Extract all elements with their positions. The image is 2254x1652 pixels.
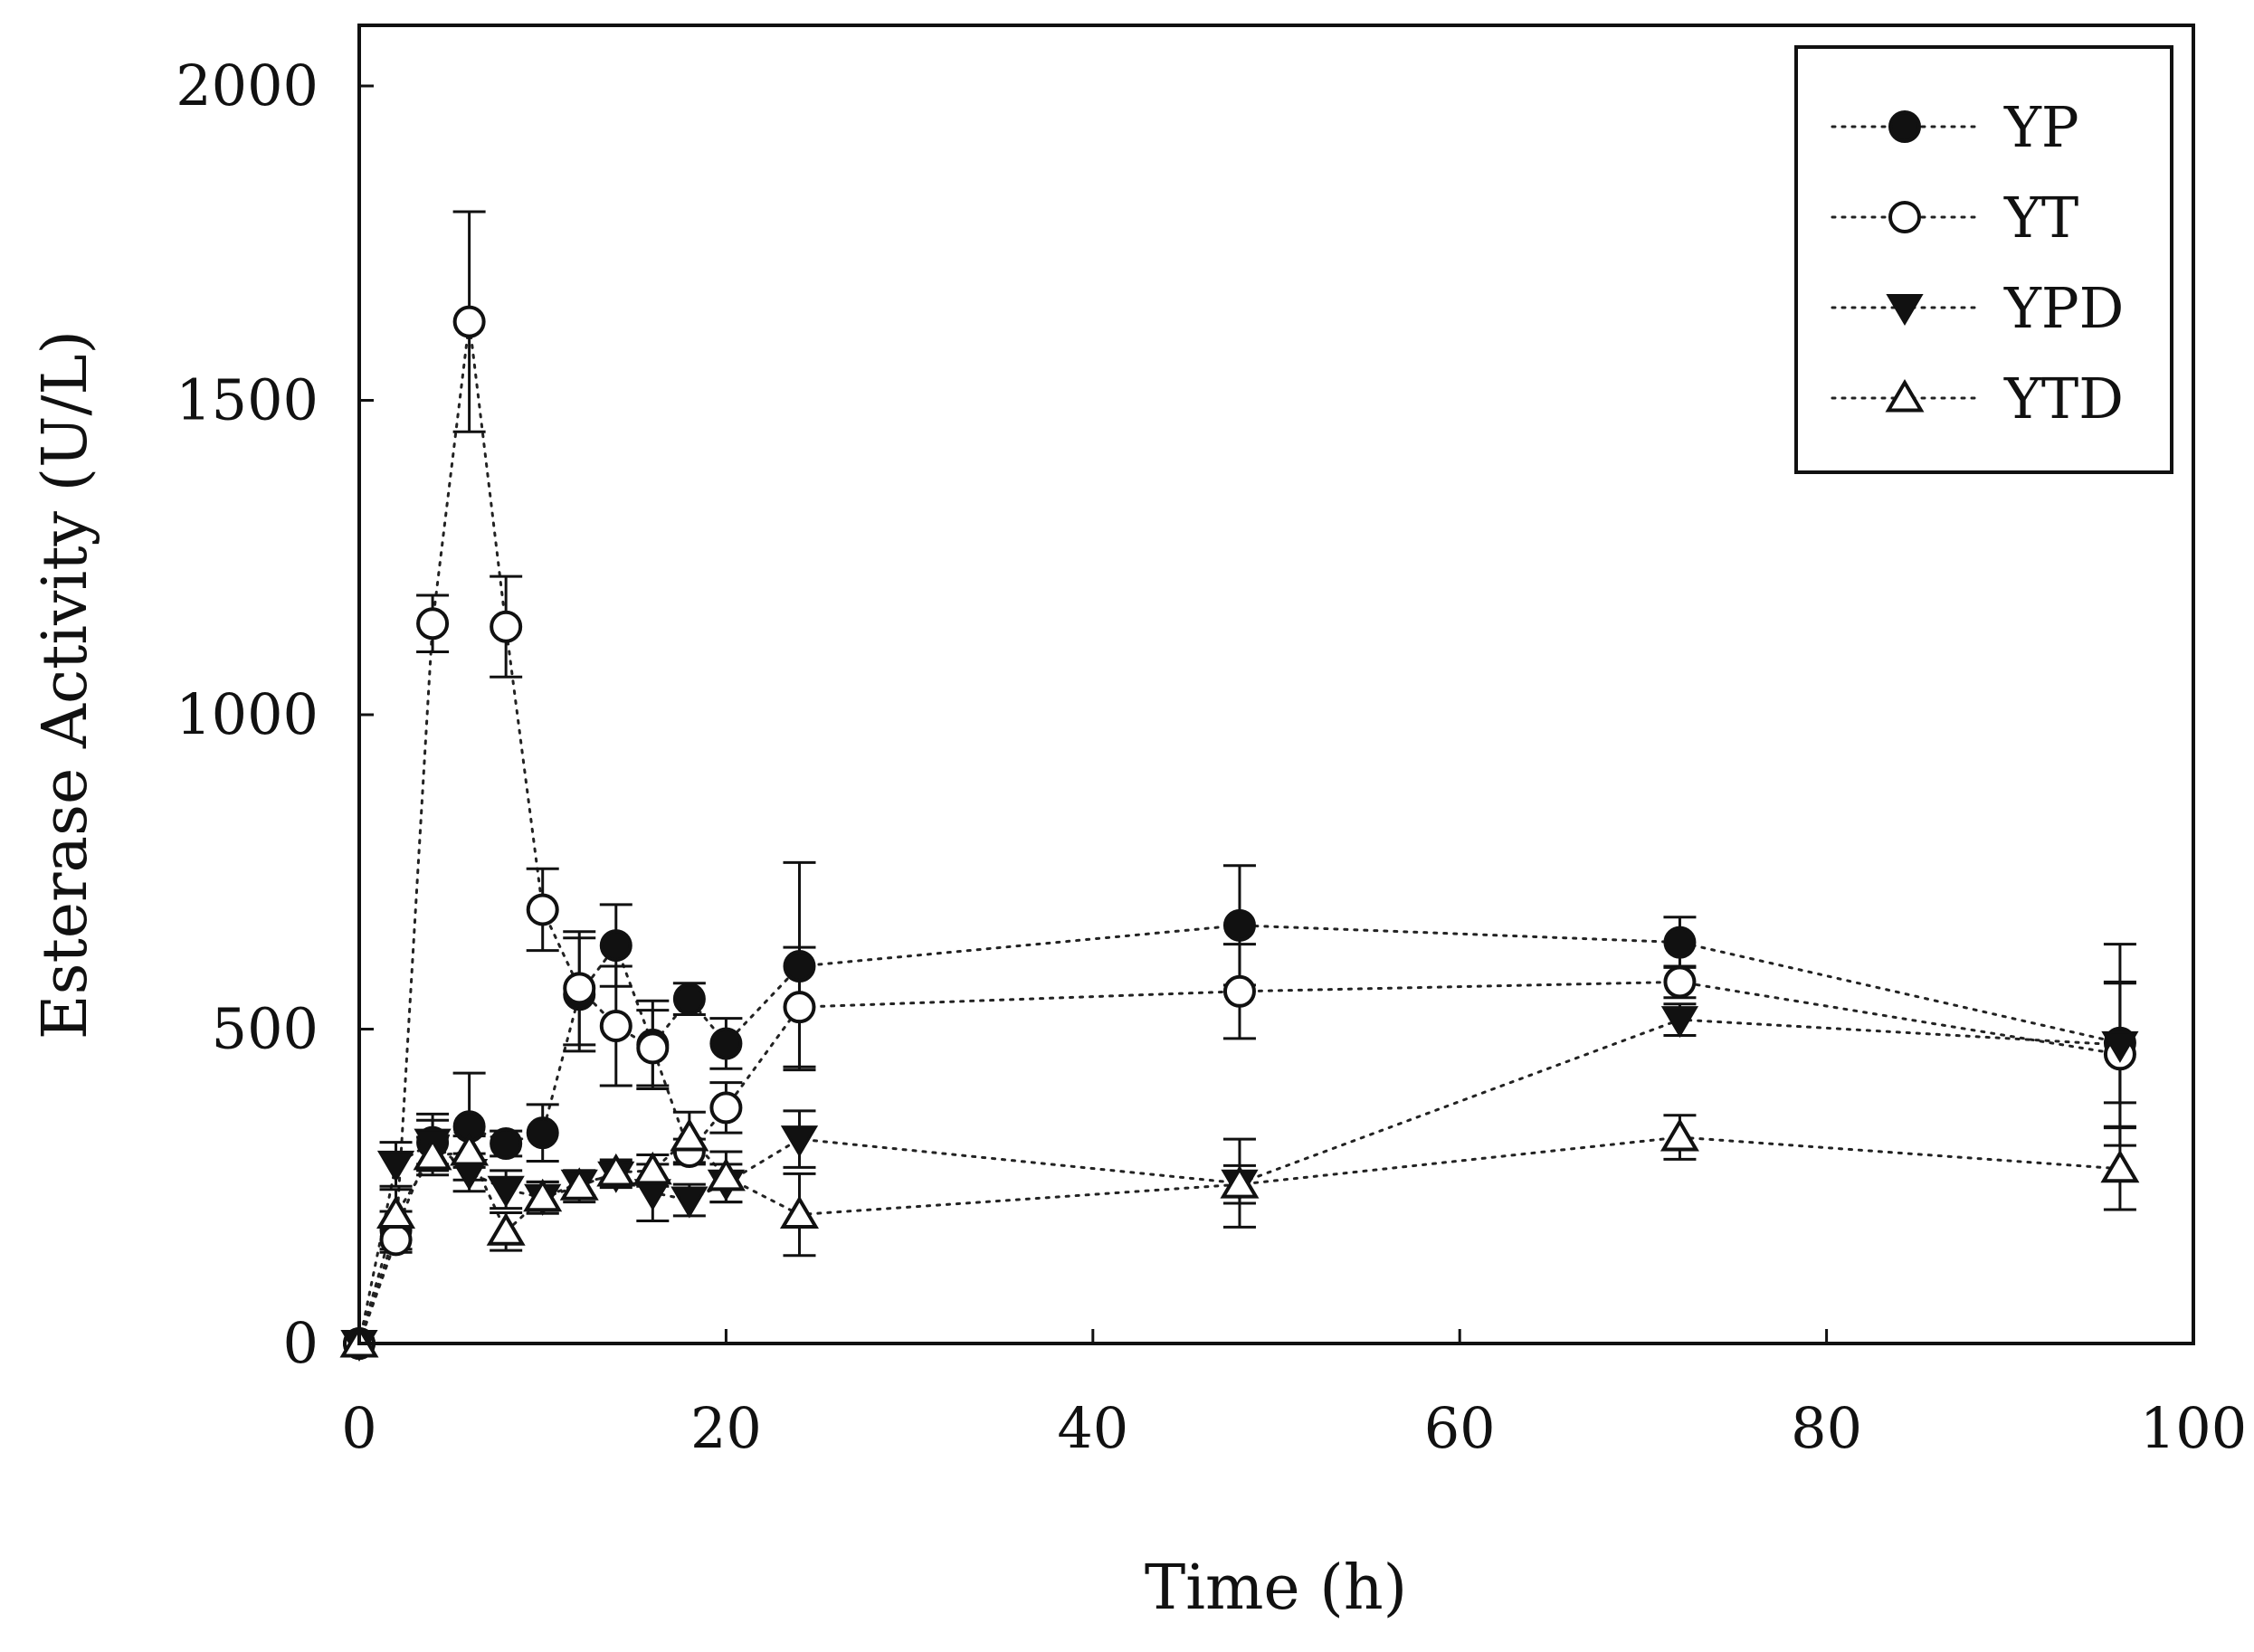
y-axis-title: Esterase Activity (U/L) — [30, 330, 101, 1040]
data-point-ytd — [1660, 1117, 1699, 1152]
data-point-ytd — [523, 1178, 563, 1212]
legend-label-ytd: YTD — [2003, 366, 2124, 432]
legend-label-ypd: YPD — [2003, 275, 2124, 341]
data-point-yt — [563, 972, 596, 1005]
data-point-ytd — [1220, 1165, 1260, 1199]
data-point-yt — [526, 893, 559, 926]
data-point-yt — [379, 1223, 413, 1257]
data-point-ytd — [2100, 1149, 2140, 1183]
data-point-yp — [783, 950, 816, 983]
legend-label-yp: YP — [2003, 94, 2079, 160]
data-point-ytd — [413, 1136, 452, 1171]
legend-marker-ypd — [1886, 294, 1924, 327]
x-tick-label: 80 — [1791, 1395, 1862, 1461]
data-point-ytd — [779, 1195, 819, 1230]
y-tick-label: 500 — [212, 996, 319, 1062]
legend-label-yt: YT — [2003, 185, 2078, 251]
data-point-ytd — [450, 1132, 490, 1166]
data-point-yp — [1222, 908, 1256, 942]
data-point-ypd — [670, 1186, 709, 1219]
legend-items: YP YT YPD YTD — [1831, 94, 2124, 432]
legend-frame — [1794, 45, 2173, 474]
data-point-yt — [783, 991, 816, 1024]
data-point-ytd — [670, 1117, 709, 1152]
data-point-yt — [1222, 974, 1256, 1008]
data-point-yp — [490, 1126, 523, 1160]
data-point-ypd — [2101, 1030, 2139, 1063]
data-point-yt — [416, 607, 450, 641]
plot-frame — [357, 24, 2195, 1345]
data-point-ypd — [487, 1175, 525, 1208]
x-tick-label: 100 — [2140, 1395, 2247, 1461]
x-tick-label: 0 — [341, 1395, 376, 1461]
x-tick-label: 40 — [1057, 1395, 1128, 1461]
data-point-yp — [672, 983, 706, 1016]
x-tick-label: 60 — [1424, 1395, 1496, 1461]
y-tick-label: 0 — [283, 1310, 319, 1376]
legend: YP YT YPD YTD — [1794, 45, 2173, 474]
data-point-yt — [636, 1031, 670, 1065]
data-point-ypd — [1660, 1006, 1699, 1039]
x-axis-title: Time (h) — [1145, 1552, 1407, 1624]
data-point-ytd — [596, 1153, 636, 1187]
data-point-ytd — [559, 1167, 599, 1201]
data-point-yt — [490, 610, 523, 643]
data-point-ypd — [376, 1150, 415, 1182]
data-point-yt — [1663, 965, 1697, 999]
data-point-ytd — [376, 1195, 416, 1230]
data-point-ypd — [780, 1125, 819, 1158]
y-tick-label: 2000 — [176, 52, 319, 119]
data-point-yt — [599, 1010, 632, 1043]
data-point-yt — [709, 1091, 743, 1125]
data-point-yt — [452, 305, 486, 338]
legend-marker-yp — [1888, 110, 1921, 143]
data-point-yp — [1663, 926, 1697, 959]
data-point-yp — [599, 929, 632, 963]
y-tick-label: 1500 — [176, 367, 319, 433]
data-point-ytd — [706, 1157, 746, 1192]
y-tick-label: 1000 — [176, 681, 319, 747]
legend-marker-ytd — [1885, 378, 1925, 413]
data-point-ytd — [632, 1151, 672, 1185]
data-point-yp — [709, 1027, 743, 1060]
data-point-ytd — [486, 1212, 526, 1246]
data-point-yp — [526, 1116, 559, 1150]
legend-marker-yt — [1888, 201, 1921, 233]
series-layer — [339, 210, 2140, 1362]
x-tick-label: 20 — [690, 1395, 762, 1461]
